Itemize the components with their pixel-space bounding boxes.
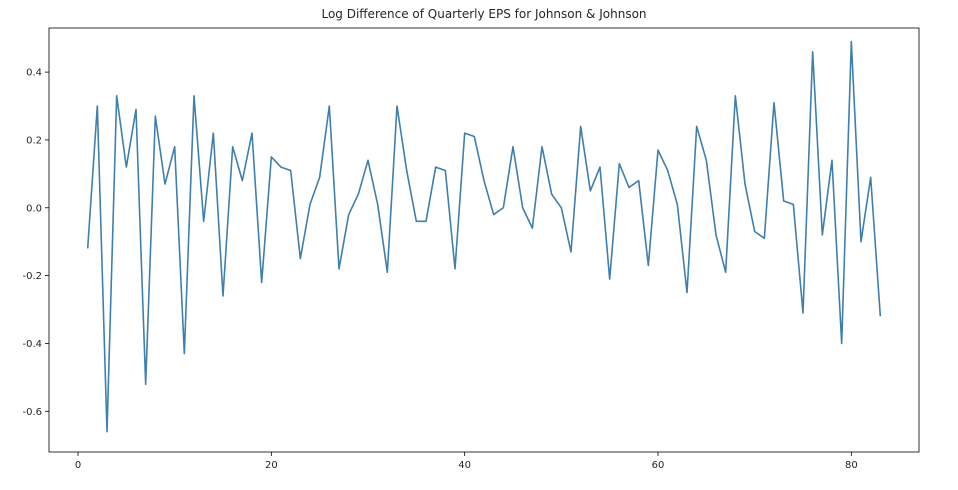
chart-title: Log Difference of Quarterly EPS for John… [321,7,646,21]
plot-frame [48,27,920,453]
x-tick-label: 0 [75,460,81,471]
x-tick-label: 80 [845,460,858,471]
y-tick-label: -0.6 [22,407,42,418]
plot-area [86,40,882,433]
y-tick-label: 0.0 [26,203,42,214]
y-axis: -0.6 -0.4 -0.2 0.0 0.2 0.4 [22,68,49,418]
y-tick-label: 0.4 [26,68,42,79]
y-tick-label: 0.2 [26,135,42,146]
x-tick-label: 20 [265,460,278,471]
y-tick-label: -0.2 [22,271,42,282]
x-tick-label: 40 [458,460,471,471]
y-tick-label: -0.4 [22,339,42,350]
x-axis: 0 20 40 60 80 [75,452,858,471]
series-line-0 [86,40,882,433]
x-tick-label: 60 [652,460,665,471]
